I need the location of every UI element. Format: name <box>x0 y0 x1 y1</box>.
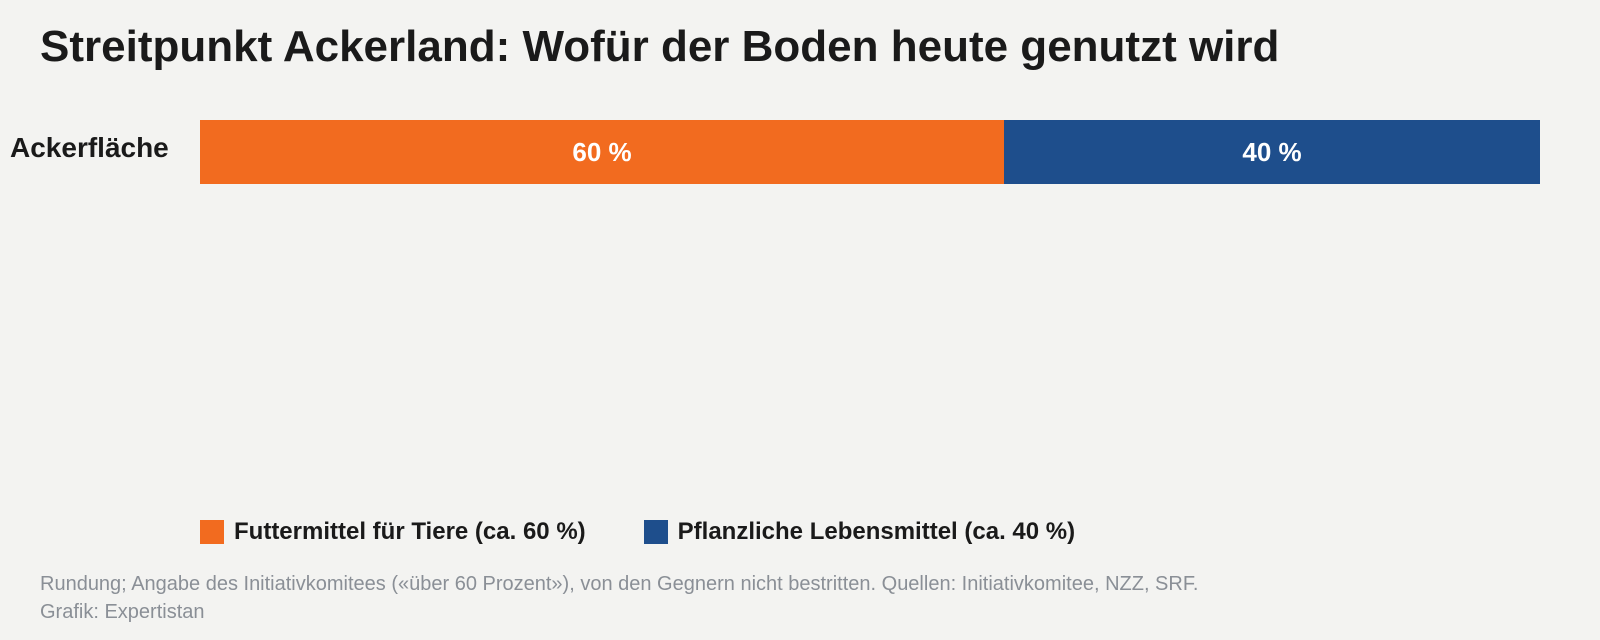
footnote-source: Rundung; Angabe des Initiativkomitees («… <box>40 573 1199 595</box>
legend-item: Futtermittel für Tiere (ca. 60 %) <box>200 518 586 546</box>
legend-label: Pflanzliche Lebensmittel (ca. 40 %) <box>677 518 1076 545</box>
footnote-credit: Grafik: Expertistan <box>40 601 205 623</box>
data-label: 40 % <box>1242 136 1302 167</box>
legend-label: Futtermittel für Tiere (ca. 60 %) <box>234 518 586 545</box>
bar-segment-1: 60 % <box>200 120 1004 184</box>
legend-swatch <box>643 520 668 544</box>
stacked-bar: 60 % 40 % <box>200 120 1540 184</box>
footnote: Rundung; Angabe des Initiativkomitees («… <box>40 570 1198 626</box>
chart-title: Streitpunkt Ackerland: Wofür der Boden h… <box>40 22 1280 71</box>
data-label: 60 % <box>572 136 632 167</box>
legend-item: Pflanzliche Lebensmittel (ca. 40 %) <box>643 518 1076 546</box>
category-label: Ackerfläche <box>10 132 169 163</box>
bar-segment-2: 40 % <box>1004 120 1540 184</box>
chart-legend: Futtermittel für Tiere (ca. 60 %) Pflanzl… <box>200 518 1133 546</box>
legend-swatch <box>200 520 224 544</box>
